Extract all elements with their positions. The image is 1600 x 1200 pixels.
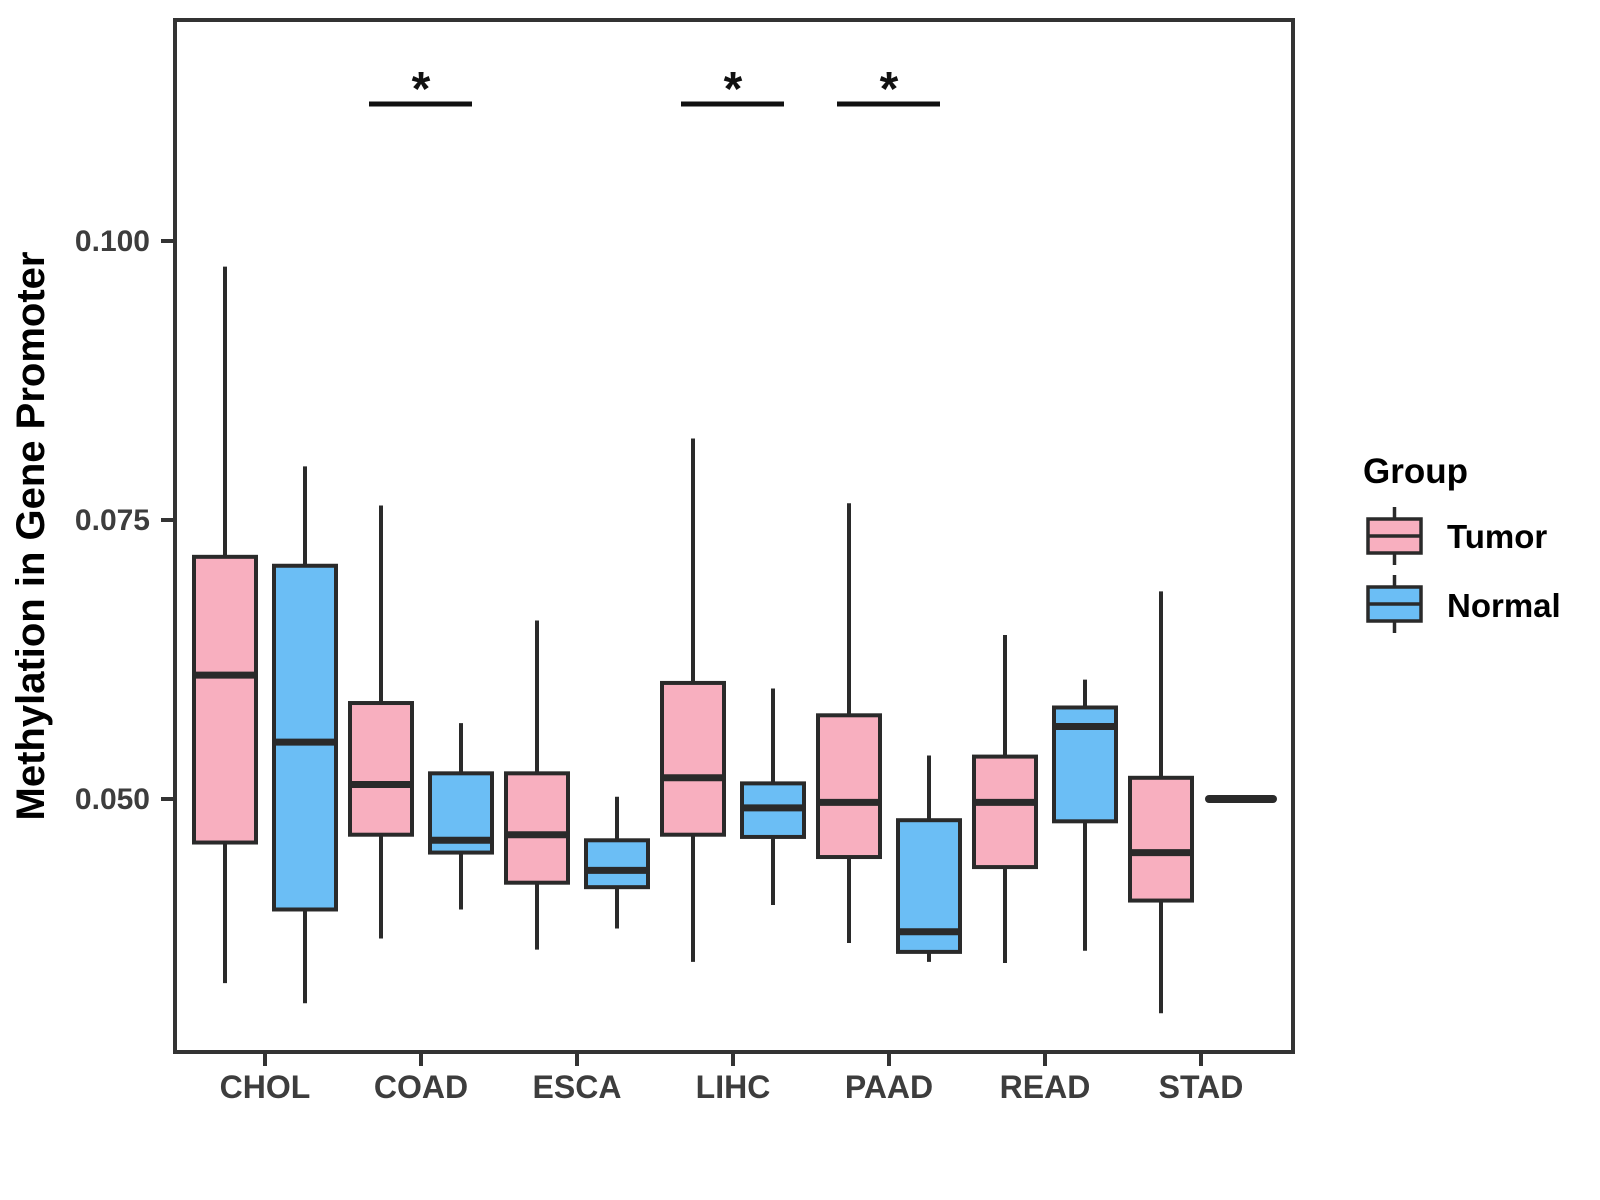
x-tick-label-CHOL: CHOL — [220, 1069, 311, 1105]
box-Tumor-COAD — [348, 701, 414, 837]
y-tick-label-0.075: 0.075 — [75, 504, 150, 537]
legend-title: Group — [1363, 452, 1468, 491]
legend-label-tumor: Tumor — [1447, 518, 1547, 555]
box-Normal-ESCA — [584, 838, 650, 890]
x-tick-label-STAD: STAD — [1159, 1069, 1244, 1105]
x-tick-label-COAD: COAD — [374, 1069, 468, 1105]
x-tick-label-LIHC: LIHC — [696, 1069, 771, 1105]
box-Tumor-PAAD — [816, 713, 882, 860]
legend: Group Tumor Normal — [1363, 452, 1561, 633]
y-tick-label-0.050: 0.050 — [75, 783, 150, 816]
boxes-layer — [192, 266, 1277, 1014]
significance-star-PAAD: * — [880, 63, 899, 116]
significance-star-COAD: * — [412, 63, 431, 116]
legend-glyphs — [1366, 507, 1423, 633]
y-tick-label-0.100: 0.100 — [75, 225, 150, 258]
box-Tumor-LIHC — [660, 680, 726, 837]
box-Tumor-READ — [972, 754, 1038, 870]
box-Tumor-STAD — [1128, 775, 1194, 903]
significance-star-LIHC: * — [724, 63, 743, 116]
plot-panel — [173, 18, 1295, 1054]
x-tick-label-READ: READ — [1000, 1069, 1091, 1105]
box-Tumor-CHOL — [192, 554, 258, 845]
box-Normal-CHOL — [272, 563, 338, 912]
legend-label-normal: Normal — [1447, 587, 1561, 624]
axis-ticks-layer: 0.050 0.075 0.100 CHOL COAD ESCA LIHC PAAD READ S… — [75, 225, 1243, 1105]
x-tick-label-ESCA: ESCA — [533, 1069, 622, 1105]
x-tick-label-PAAD: PAAD — [845, 1069, 933, 1105]
significance-layer: * * * — [369, 63, 940, 116]
box-Tumor-ESCA — [504, 771, 570, 885]
y-axis-title: Methylation in Gene Promoter — [9, 252, 53, 821]
